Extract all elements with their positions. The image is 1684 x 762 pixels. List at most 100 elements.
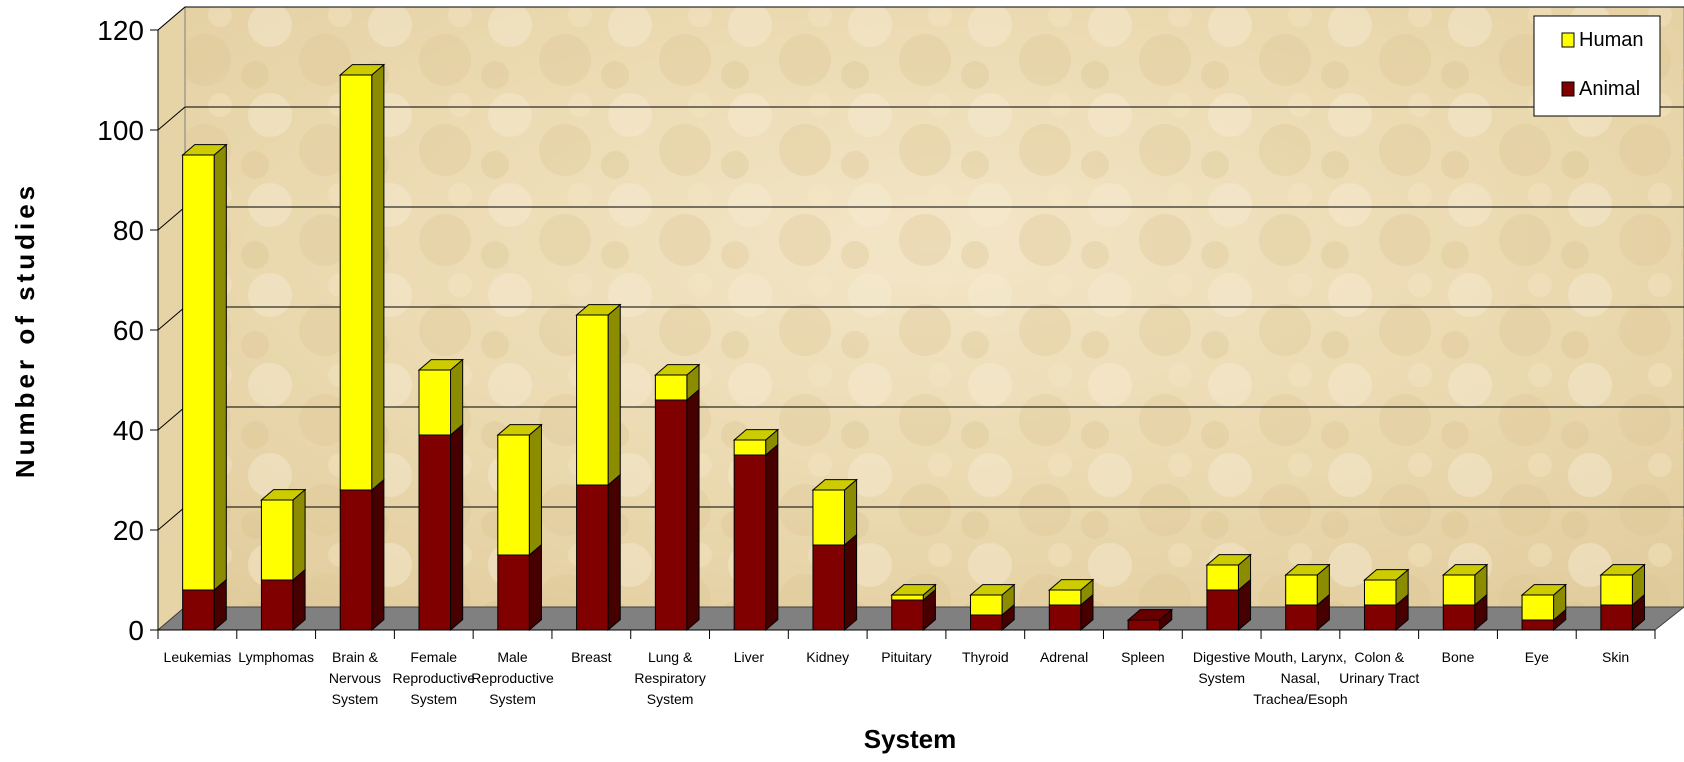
bar-animal <box>1442 604 1476 631</box>
bar-stack <box>1363 568 1410 632</box>
bar-animal <box>654 399 688 631</box>
bar-animal <box>733 454 767 631</box>
bar-stack <box>417 358 465 632</box>
bar-animal <box>1127 619 1161 631</box>
bar-human <box>497 434 530 556</box>
bar-animal-side <box>607 473 621 632</box>
y-tick-label: 0 <box>128 615 144 646</box>
bar-animal <box>1206 589 1239 631</box>
bar-animal-side <box>371 478 385 632</box>
bar-top <box>1205 554 1252 566</box>
bar-stack <box>969 583 1016 632</box>
legend-label-human: Human <box>1579 29 1643 51</box>
bar-top <box>1126 609 1174 621</box>
bar-stack <box>811 478 858 632</box>
x-tick-label: Leukemias <box>164 649 232 665</box>
gridline-side <box>157 206 186 231</box>
bar-stack <box>496 423 543 632</box>
bar-stack <box>1599 563 1646 632</box>
bar-animal <box>1600 604 1633 631</box>
y-tick-label: 20 <box>113 515 144 546</box>
bar-human <box>812 489 845 546</box>
bar-human <box>576 314 609 486</box>
bar-stack <box>654 363 701 632</box>
bar-animal-side <box>528 543 542 632</box>
bar-top <box>575 304 622 316</box>
x-tick-label: Male Reproductive System <box>471 649 554 707</box>
bar-animal-side <box>450 423 464 632</box>
bar-top <box>1599 564 1646 576</box>
bar-top <box>181 144 228 156</box>
bar-animal <box>1363 604 1397 631</box>
bar-top <box>338 64 386 76</box>
y-axis-title: Number of studies <box>10 182 40 478</box>
bar-stack <box>1205 553 1252 632</box>
bar-human <box>339 74 373 491</box>
bar-animal <box>339 489 373 631</box>
x-tick-label: Digestive System <box>1193 649 1251 686</box>
bar-animal <box>260 579 294 631</box>
bar-human <box>1285 574 1318 606</box>
bar-animal-side <box>765 443 779 632</box>
bar-human <box>182 154 215 591</box>
x-tick-label: Female Reproductive System <box>393 649 476 707</box>
bar-human <box>970 594 1003 616</box>
bar-animal <box>970 614 1003 631</box>
bar-top <box>1363 569 1410 581</box>
bar-human <box>260 499 294 581</box>
x-tick-label: Mouth, Larynx, Nasal, Trachea/Esoph <box>1253 649 1347 707</box>
x-axis-ticks: Leukemias Lymphomas Brain & Nervous SystemFe… <box>157 629 1656 707</box>
legend: Human Animal <box>1533 15 1661 117</box>
y-tick-label: 80 <box>113 215 144 246</box>
bar-top <box>1047 579 1095 591</box>
bar-human-side <box>213 143 227 592</box>
bar-top <box>1284 564 1331 576</box>
bar-top <box>811 479 858 491</box>
y-tick-label: 60 <box>113 315 144 346</box>
bar-top <box>1441 564 1489 576</box>
bar-animal <box>891 599 924 631</box>
bar-top <box>260 489 307 501</box>
bar-top <box>496 424 543 436</box>
bar-human <box>733 439 767 456</box>
plot-background <box>157 5 1684 632</box>
bar-animal-side <box>843 533 858 632</box>
bar-animal-side <box>686 388 700 632</box>
bar-human <box>1600 574 1633 606</box>
bar-stack <box>1047 578 1095 632</box>
bar-top <box>890 584 937 596</box>
bar-human <box>654 374 688 401</box>
bar-human <box>1206 564 1239 591</box>
bar-human <box>1521 594 1555 621</box>
bar-human-side <box>843 478 858 547</box>
bar-human-side <box>371 63 385 492</box>
bar-human <box>1048 589 1082 606</box>
bar-animal <box>576 484 609 631</box>
x-tick-label: Skin <box>1602 649 1629 665</box>
x-tick-label: Liver <box>734 649 765 665</box>
bar-human <box>418 369 452 436</box>
bar-animal <box>1048 604 1082 631</box>
x-tick-label: Thyroid <box>962 649 1009 665</box>
bar-animal <box>418 434 452 631</box>
x-tick-label: Brain & Nervous System <box>329 649 381 707</box>
bar-top <box>732 429 780 441</box>
bar-stack <box>260 488 307 632</box>
x-tick-label: Lung & Respiratory System <box>634 649 706 707</box>
bar-animal <box>1285 604 1318 631</box>
bar-animal <box>812 544 845 631</box>
bar-stack <box>1441 563 1489 632</box>
bar-stack <box>732 428 780 632</box>
bar-animal <box>1521 619 1555 631</box>
bar-human-side <box>450 358 464 437</box>
x-tick-label: Spleen <box>1121 649 1165 665</box>
bar-stack <box>575 303 622 632</box>
x-tick-label: Bone <box>1442 649 1475 665</box>
x-tick-label: Eye <box>1525 649 1549 665</box>
bar-stack <box>890 583 937 632</box>
y-tick-label: 40 <box>113 415 144 446</box>
x-axis-title: System <box>864 724 957 754</box>
x-tick-label: Kidney <box>806 649 849 665</box>
gridline-side <box>157 406 186 431</box>
